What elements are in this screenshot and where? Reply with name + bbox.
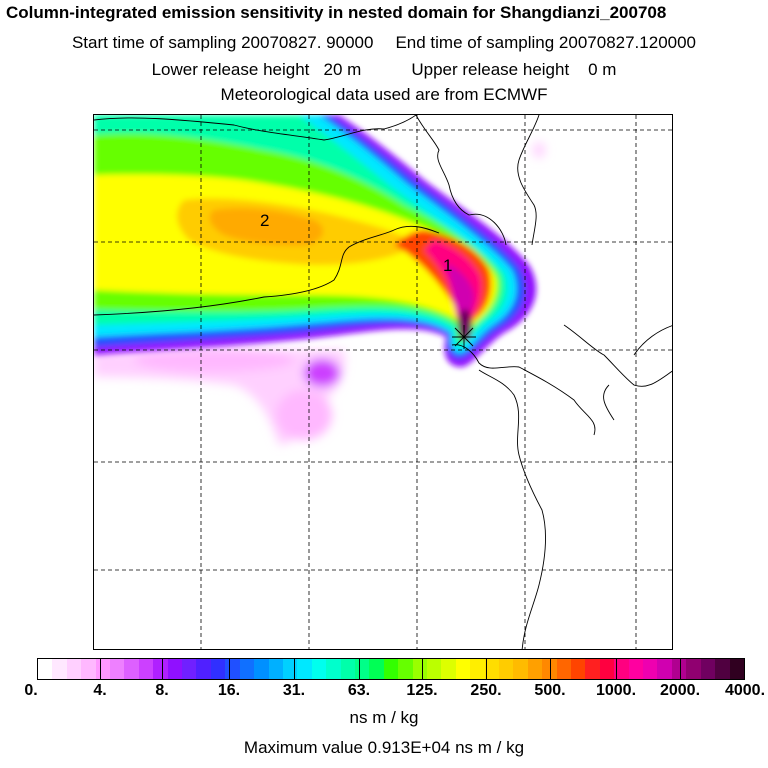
map-title: Column-integrated emission sensitivity i… bbox=[6, 3, 667, 22]
low-sensitivity-patches bbox=[94, 142, 545, 445]
colorbar-segment bbox=[340, 659, 355, 679]
met-data-label: Meteorological data used are from ECMWF bbox=[220, 85, 548, 104]
colorbar-segment bbox=[729, 659, 744, 679]
colorbar-segment bbox=[282, 659, 298, 679]
colorbar-tick-label: 1000. bbox=[595, 682, 637, 699]
lower-height-label: Lower release height 20 m bbox=[151, 60, 362, 79]
colorbar-segment bbox=[110, 659, 125, 679]
colorbar-segment bbox=[196, 659, 211, 679]
colorbar-separator bbox=[486, 659, 487, 679]
colorbar-separator bbox=[616, 659, 617, 679]
sampling-times: Start time of sampling 20070827. 90000 En… bbox=[0, 32, 768, 54]
colorbar-segment bbox=[225, 659, 240, 679]
marker-label-2: 2 bbox=[260, 211, 269, 230]
colorbar-segment bbox=[383, 659, 399, 679]
colorbar-segment bbox=[484, 659, 499, 679]
colorbar-segment bbox=[700, 659, 716, 679]
colorbar-separator bbox=[550, 659, 551, 679]
colorbar-segment bbox=[369, 659, 384, 679]
colorbar-segment bbox=[239, 659, 255, 679]
colorbar-tick-label: 250. bbox=[470, 682, 502, 699]
colorbar-segment bbox=[455, 659, 471, 679]
colorbar-segment bbox=[81, 659, 96, 679]
colorbar-segment bbox=[412, 659, 427, 679]
colorbar-segment bbox=[153, 659, 168, 679]
coastlines bbox=[94, 115, 672, 649]
maximum-value-label: Maximum value 0.913E+04 ns m / kg bbox=[243, 738, 525, 757]
colorbar-tick-label: 8. bbox=[155, 682, 169, 699]
colorbar-segment bbox=[254, 659, 269, 679]
colorbar-segment bbox=[686, 659, 701, 679]
colorbar-tick-label: 0. bbox=[24, 682, 38, 699]
colorbar-segment bbox=[599, 659, 615, 679]
colorbar-segment bbox=[297, 659, 312, 679]
colorbar-separator bbox=[680, 659, 681, 679]
start-time-label: Start time of sampling 20070827. 90000 bbox=[71, 33, 374, 52]
colorbar-segment bbox=[124, 659, 139, 679]
colorbar-segment bbox=[66, 659, 82, 679]
colorbar-separator bbox=[100, 659, 101, 679]
colorbar-segment bbox=[167, 659, 183, 679]
colorbar-segment bbox=[585, 659, 600, 679]
release-heights: Lower release height 20 m Upper release h… bbox=[0, 59, 768, 81]
colorbar-tick-label: 16. bbox=[217, 682, 241, 699]
colorbar-segment bbox=[426, 659, 442, 679]
colorbar-separator bbox=[422, 659, 423, 679]
colorbar-segment bbox=[671, 659, 687, 679]
colorbar-segment bbox=[715, 659, 730, 679]
colorbar-segment bbox=[138, 659, 154, 679]
colorbar-segment bbox=[398, 659, 413, 679]
colorbar-segment bbox=[95, 659, 111, 679]
colorbar-segment bbox=[38, 659, 53, 679]
colorbar-segment bbox=[542, 659, 557, 679]
colorbar-segment bbox=[614, 659, 629, 679]
colorbar-segment bbox=[513, 659, 528, 679]
upper-height-label: Upper release height 0 m bbox=[411, 60, 617, 79]
map-panel: 1 2 bbox=[93, 114, 673, 650]
colorbar-segment bbox=[657, 659, 672, 679]
colorbar-tick-label: 31. bbox=[282, 682, 306, 699]
colorbar-tick-label: 63. bbox=[347, 682, 371, 699]
colorbar-segment bbox=[268, 659, 283, 679]
lat-lon-grid bbox=[94, 115, 672, 649]
colorbar-segment bbox=[470, 659, 485, 679]
colorbar-separator bbox=[229, 659, 230, 679]
colorbar-segment bbox=[326, 659, 341, 679]
emission-plume bbox=[94, 115, 537, 367]
colorbar-segment bbox=[643, 659, 658, 679]
colorbar-tick-label: 2000. bbox=[659, 682, 701, 699]
colorbar-segment bbox=[354, 659, 370, 679]
colorbar-tick-label: 500. bbox=[534, 682, 566, 699]
colorbar-segment bbox=[556, 659, 572, 679]
colorbar-segment bbox=[441, 659, 456, 679]
colorbar bbox=[37, 658, 745, 680]
marker-label-1: 1 bbox=[443, 256, 452, 275]
colorbar-segment bbox=[311, 659, 327, 679]
colorbar-segment bbox=[628, 659, 644, 679]
end-time-label: End time of sampling 20070827.120000 bbox=[395, 33, 697, 52]
colorbar-tick-label: 4. bbox=[93, 682, 107, 699]
colorbar-segment bbox=[52, 659, 67, 679]
colorbar-tick-label: 125. bbox=[406, 682, 438, 699]
colorbar-segment bbox=[499, 659, 514, 679]
colorbar-units: ns m / kg bbox=[349, 708, 419, 727]
sensitivity-map: 1 2 bbox=[94, 115, 672, 649]
colorbar-separator bbox=[162, 659, 163, 679]
receptor-site-marker bbox=[452, 325, 476, 349]
colorbar-segment bbox=[571, 659, 586, 679]
colorbar-segment bbox=[527, 659, 543, 679]
colorbar-tick-label: 4000. bbox=[724, 682, 766, 699]
colorbar-separator bbox=[294, 659, 295, 679]
colorbar-segment bbox=[210, 659, 226, 679]
colorbar-segment bbox=[182, 659, 197, 679]
colorbar-separator bbox=[359, 659, 360, 679]
